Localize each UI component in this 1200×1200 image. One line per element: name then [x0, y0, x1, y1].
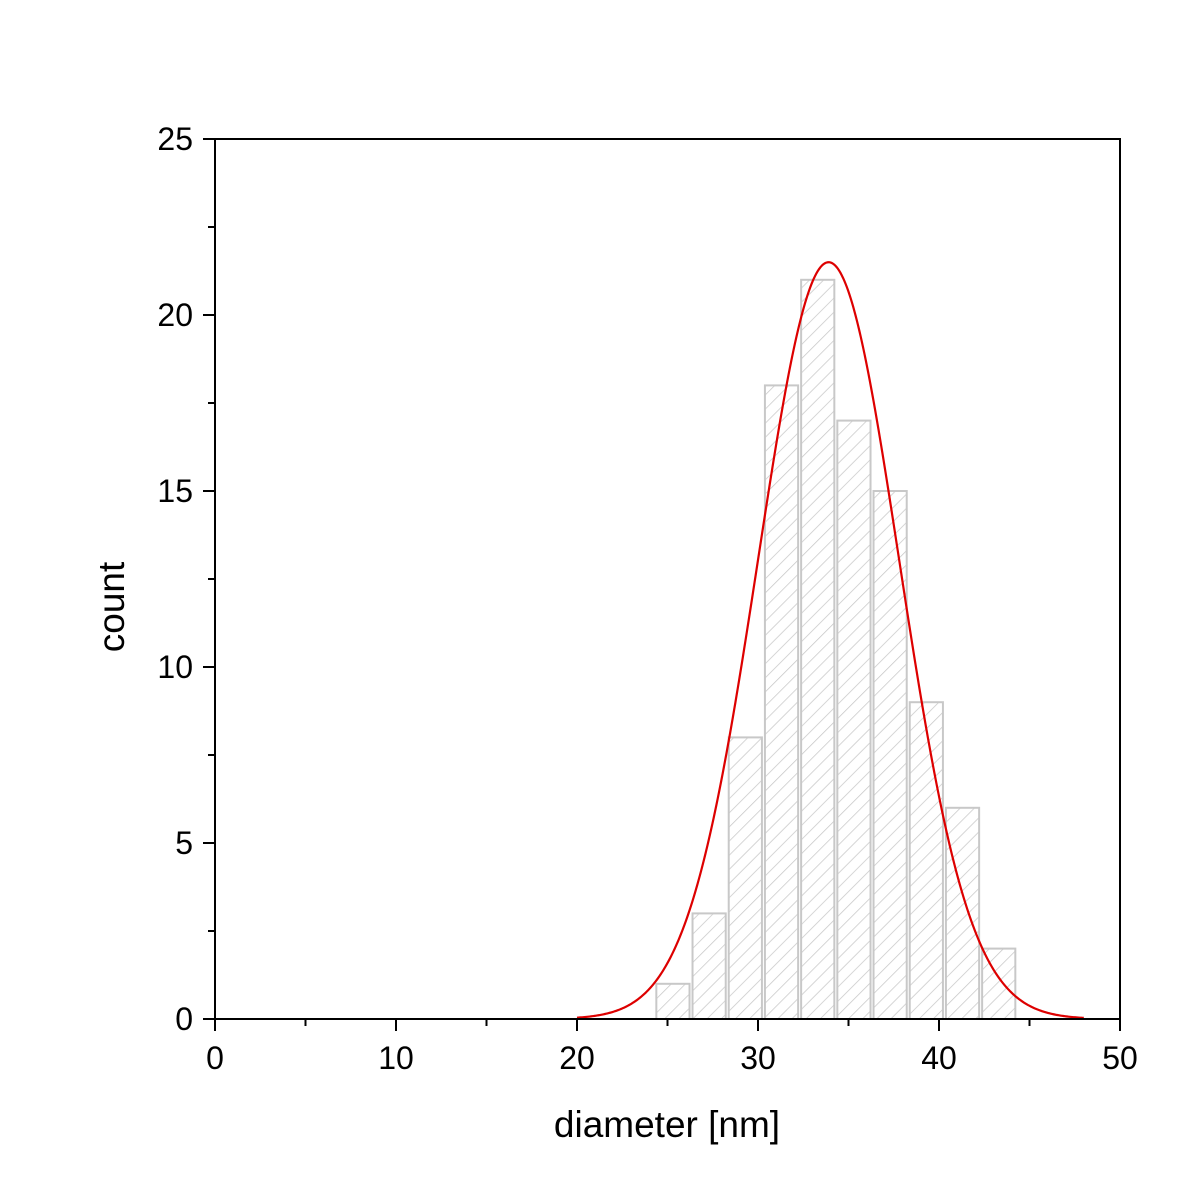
x-tick-label: 40: [921, 1040, 957, 1076]
histogram-bar: [727, 736, 763, 1021]
x-axis-tick-labels: 0 10 20 30 40 50: [206, 1040, 1138, 1076]
gaussian-fit-curve: [576, 261, 1084, 1019]
y-tick-label: 15: [157, 473, 193, 509]
y-tick-label: 20: [157, 297, 193, 333]
x-tick-label: 20: [559, 1040, 595, 1076]
y-axis-title: count: [91, 561, 132, 652]
histogram-bar: [763, 384, 800, 1020]
histogram-bar: [800, 278, 836, 1020]
y-tick-label: 5: [175, 825, 193, 861]
histogram-bar: [691, 912, 727, 1021]
histogram-bar: [908, 701, 944, 1020]
x-tick-label: 0: [206, 1040, 224, 1076]
x-tick-label: 30: [740, 1040, 776, 1076]
y-axis-ticks: [203, 138, 215, 1020]
x-axis-title: diameter [nm]: [554, 1104, 780, 1145]
x-tick-label: 10: [378, 1040, 414, 1076]
histogram-bar: [655, 982, 691, 1020]
histogram-bar: [836, 419, 872, 1021]
y-tick-label: 25: [157, 121, 193, 157]
plot-frame: [214, 138, 1121, 1020]
histogram-bars: [655, 278, 1017, 1021]
y-tick-label: 10: [157, 649, 193, 685]
histogram-bar: [944, 806, 981, 1020]
x-tick-label: 50: [1102, 1040, 1138, 1076]
y-axis-tick-labels: 0 5 10 15 20 25: [157, 121, 193, 1037]
y-tick-label: 0: [175, 1001, 193, 1037]
x-axis-ticks: [214, 1019, 1121, 1031]
